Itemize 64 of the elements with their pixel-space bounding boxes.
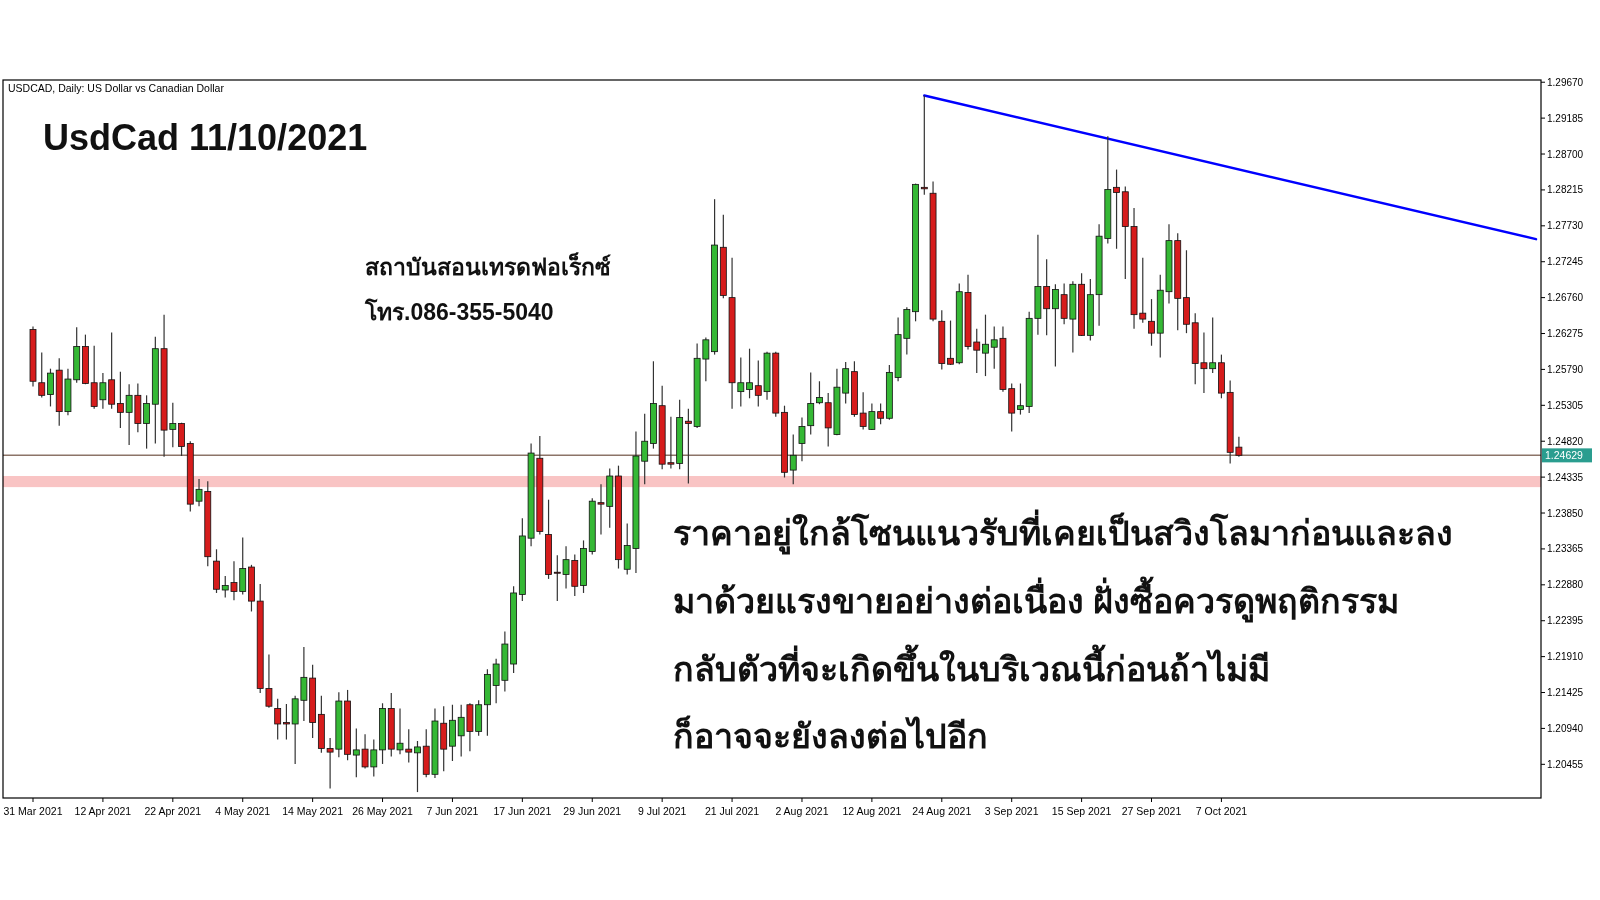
annotation: ราคาอยู่ใกล้โซนแนวรับที่เคยเป็นสวิงโลมาก่อนและลง [673,509,1453,555]
x-tick-label: 24 Aug 2021 [912,805,972,817]
y-tick-label: 1.21425 [1547,687,1584,699]
x-tick-label: 4 May 2021 [215,805,271,817]
y-tick-label: 1.29185 [1547,112,1584,124]
y-tick-label: 1.26760 [1547,292,1584,304]
y-tick-label: 1.28215 [1547,184,1584,196]
x-tick-label: 15 Sep 2021 [1051,805,1112,817]
candlestick [807,371,815,436]
y-tick-label: 1.21910 [1547,651,1584,663]
candlestick [47,368,54,408]
candlestick [38,351,46,399]
y-tick-label: 1.23850 [1547,507,1584,519]
x-tick-label: 22 Apr 2021 [144,805,202,817]
x-tick-label: 2 Aug 2021 [775,805,829,817]
y-tick-label: 1.25305 [1547,399,1584,411]
x-tick-label: 12 Apr 2021 [74,805,132,817]
y-tick-label: 1.22880 [1547,579,1584,591]
candlestick [746,348,753,399]
x-tick-label: 17 Jun 2021 [493,805,552,817]
candlestick [178,422,185,457]
candlestick [947,319,954,366]
candlestick [798,416,806,462]
y-tick-label: 1.26275 [1547,328,1584,340]
x-tick-label: 3 Sep 2021 [984,805,1039,817]
y-tick-label: 1.28700 [1547,148,1584,160]
annotation: สถาบันสอนเทรดฟอเร็กซ์ [365,252,611,280]
annotation: โทร.086-355-5040 [364,298,554,325]
candlestick [789,433,797,485]
candlestick [1113,168,1120,250]
y-tick-label: 1.20940 [1547,722,1584,734]
ref-line-label: 1.24629 [1545,449,1584,462]
y-tick-label: 1.29670 [1547,76,1584,88]
y-tick-label: 1.24335 [1547,471,1584,483]
y-tick-label: 1.27730 [1547,220,1584,232]
candlestick [920,94,928,196]
x-tick-label: 7 Jun 2021 [426,805,479,817]
text: UsdCad 11/10/2021 [43,117,368,158]
x-tick-label: 14 May 2021 [282,805,344,817]
candlestick [283,703,290,741]
y-tick-label: 1.23365 [1547,543,1584,555]
y-tick-label: 1.27245 [1547,256,1584,268]
annotation: กลับตัวที่จะเกิดขึ้นในบริเวณนี้ก่อนถ้าไม่มี [673,644,1270,688]
x-tick-label: 9 Jul 2021 [637,805,687,817]
x-tick-label: 12 Aug 2021 [842,805,902,817]
x-tick-label: 21 Jul 2021 [704,805,760,817]
candlestick [1017,382,1024,416]
x-tick-label: 31 Mar 2021 [3,805,63,817]
candlestick [274,698,282,741]
candlestick [414,740,421,793]
x-tick-label: 29 Jun 2021 [563,805,622,817]
candlestick [1148,298,1155,347]
y-tick-label: 1.25790 [1547,363,1584,375]
x-tick-label: 27 Sep 2021 [1121,805,1182,817]
y-tick-label: 1.24820 [1547,435,1584,447]
candlestick [982,314,989,377]
candlestick [816,380,823,405]
y-tick-label: 1.20455 [1547,758,1584,770]
annotation: มาด้วยแรงขายอย่างต่อเนื่อง ฝั่งซื้อควรดูพฤติกรรม [673,576,1400,623]
annotation: ก็อาจจะยังลงต่อไปอีก [673,715,988,755]
y-tick-label: 1.22395 [1547,615,1584,627]
chart-subtitle: USDCAD, Daily: US Dollar vs Canadian Dollar [8,82,225,94]
x-tick-label: 7 Oct 2021 [1195,805,1248,817]
x-tick-label: 26 May 2021 [352,805,414,817]
